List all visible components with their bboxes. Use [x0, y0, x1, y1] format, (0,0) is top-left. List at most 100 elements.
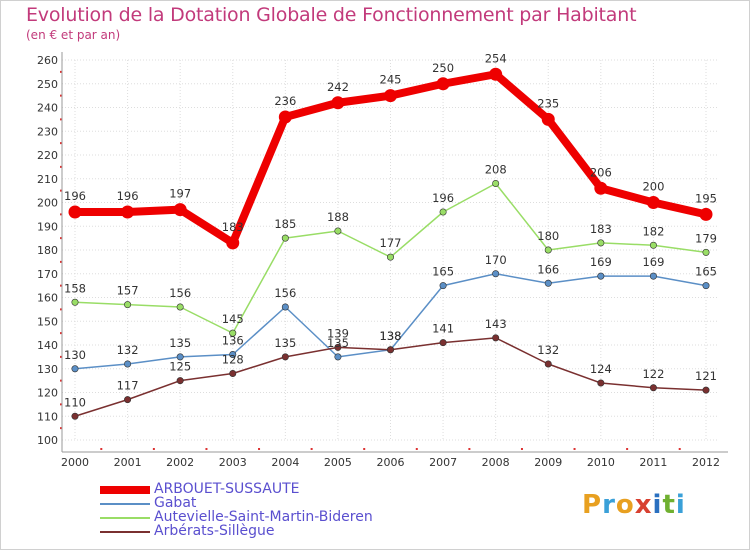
y-minor-tick [60, 355, 62, 358]
data-point [702, 282, 710, 290]
y-minor-tick [60, 94, 62, 97]
y-tick-label: 100 [37, 434, 58, 447]
data-point [597, 272, 605, 280]
y-minor-tick [60, 308, 62, 311]
y-minor-tick [60, 70, 62, 73]
data-label: 185 [274, 217, 296, 231]
data-point [386, 253, 394, 261]
y-tick-label: 160 [37, 292, 58, 305]
data-label: 156 [274, 286, 296, 300]
legend-label: Gabat [154, 495, 197, 511]
x-tick-label: 2012 [692, 456, 720, 469]
data-label: 128 [222, 353, 244, 367]
data-point [281, 353, 289, 361]
data-label: 206 [590, 165, 612, 179]
data-label: 124 [590, 362, 612, 376]
y-tick-label: 180 [37, 244, 58, 257]
data-point [229, 369, 237, 377]
data-label: 136 [222, 334, 244, 348]
data-point [649, 241, 657, 249]
legend-swatch [100, 486, 150, 494]
data-point [492, 334, 500, 342]
legend-label: ARBOUET-SUSSAUTE [154, 481, 300, 497]
x-minor-tick [205, 448, 208, 450]
data-label: 183 [222, 220, 244, 234]
y-minor-tick [60, 260, 62, 263]
data-label: 121 [695, 369, 717, 383]
data-label: 132 [117, 343, 139, 357]
x-tick-label: 2000 [61, 456, 89, 469]
data-label: 245 [380, 73, 402, 87]
data-point [544, 246, 552, 254]
y-tick-label: 150 [37, 315, 58, 328]
data-label: 117 [117, 379, 139, 393]
data-point [699, 207, 713, 221]
logo-letter: i [652, 490, 663, 520]
logo-letter: i [675, 490, 686, 520]
x-tick-label: 2009 [534, 456, 562, 469]
legend-swatch [100, 517, 150, 519]
data-point [334, 227, 342, 235]
data-point [331, 96, 345, 110]
y-minor-tick [60, 189, 62, 192]
data-point [594, 181, 608, 195]
x-tick-label: 2002 [166, 456, 194, 469]
data-point [226, 236, 240, 250]
data-label: 135 [327, 336, 349, 350]
data-point [124, 360, 132, 368]
data-point [492, 270, 500, 278]
data-point [124, 396, 132, 404]
data-label: 177 [380, 236, 402, 250]
data-label: 182 [642, 224, 664, 238]
y-tick-label: 110 [37, 410, 58, 423]
x-minor-tick [678, 448, 681, 450]
data-label: 179 [695, 231, 717, 245]
y-tick-label: 250 [37, 78, 58, 91]
data-label: 110 [64, 395, 86, 409]
logo-letter: t [662, 490, 676, 520]
x-minor-tick [100, 448, 103, 450]
x-tick-label: 2011 [639, 456, 667, 469]
y-minor-tick [60, 403, 62, 406]
data-label: 145 [222, 312, 244, 326]
data-point [541, 112, 555, 126]
data-point [334, 353, 342, 361]
y-tick-label: 240 [37, 102, 58, 115]
y-tick-label: 200 [37, 197, 58, 210]
y-minor-tick [60, 118, 62, 121]
x-minor-tick [468, 448, 471, 450]
data-label: 196 [64, 189, 86, 203]
data-label: 200 [642, 180, 664, 194]
y-tick-label: 260 [37, 54, 58, 67]
y-tick-label: 190 [37, 220, 58, 233]
data-point [386, 346, 394, 354]
data-label: 157 [117, 284, 139, 298]
data-point [176, 353, 184, 361]
data-point [646, 196, 660, 209]
data-label: 122 [642, 367, 664, 381]
x-minor-tick [258, 448, 261, 450]
data-label: 208 [485, 163, 507, 177]
x-tick-label: 2003 [219, 456, 247, 469]
data-label: 143 [485, 317, 507, 331]
data-label: 236 [274, 94, 296, 108]
chart-subtitle: (en € et par an) [26, 28, 121, 42]
data-label: 196 [432, 191, 454, 205]
data-point [281, 303, 289, 311]
data-point [492, 180, 500, 188]
y-minor-tick [60, 379, 62, 382]
chart-title: Evolution de la Dotation Globale de Fonc… [26, 4, 637, 26]
data-point [278, 110, 292, 124]
data-point [649, 272, 657, 280]
data-label: 138 [380, 329, 402, 343]
x-minor-tick [626, 448, 629, 450]
data-label: 130 [64, 348, 86, 362]
data-point [71, 412, 79, 420]
x-tick-label: 2001 [114, 456, 142, 469]
data-point [68, 205, 82, 219]
legend-swatch [100, 531, 150, 533]
data-label: 196 [117, 189, 139, 203]
data-label: 254 [485, 51, 507, 65]
data-point [649, 384, 657, 392]
x-tick-label: 2008 [482, 456, 510, 469]
